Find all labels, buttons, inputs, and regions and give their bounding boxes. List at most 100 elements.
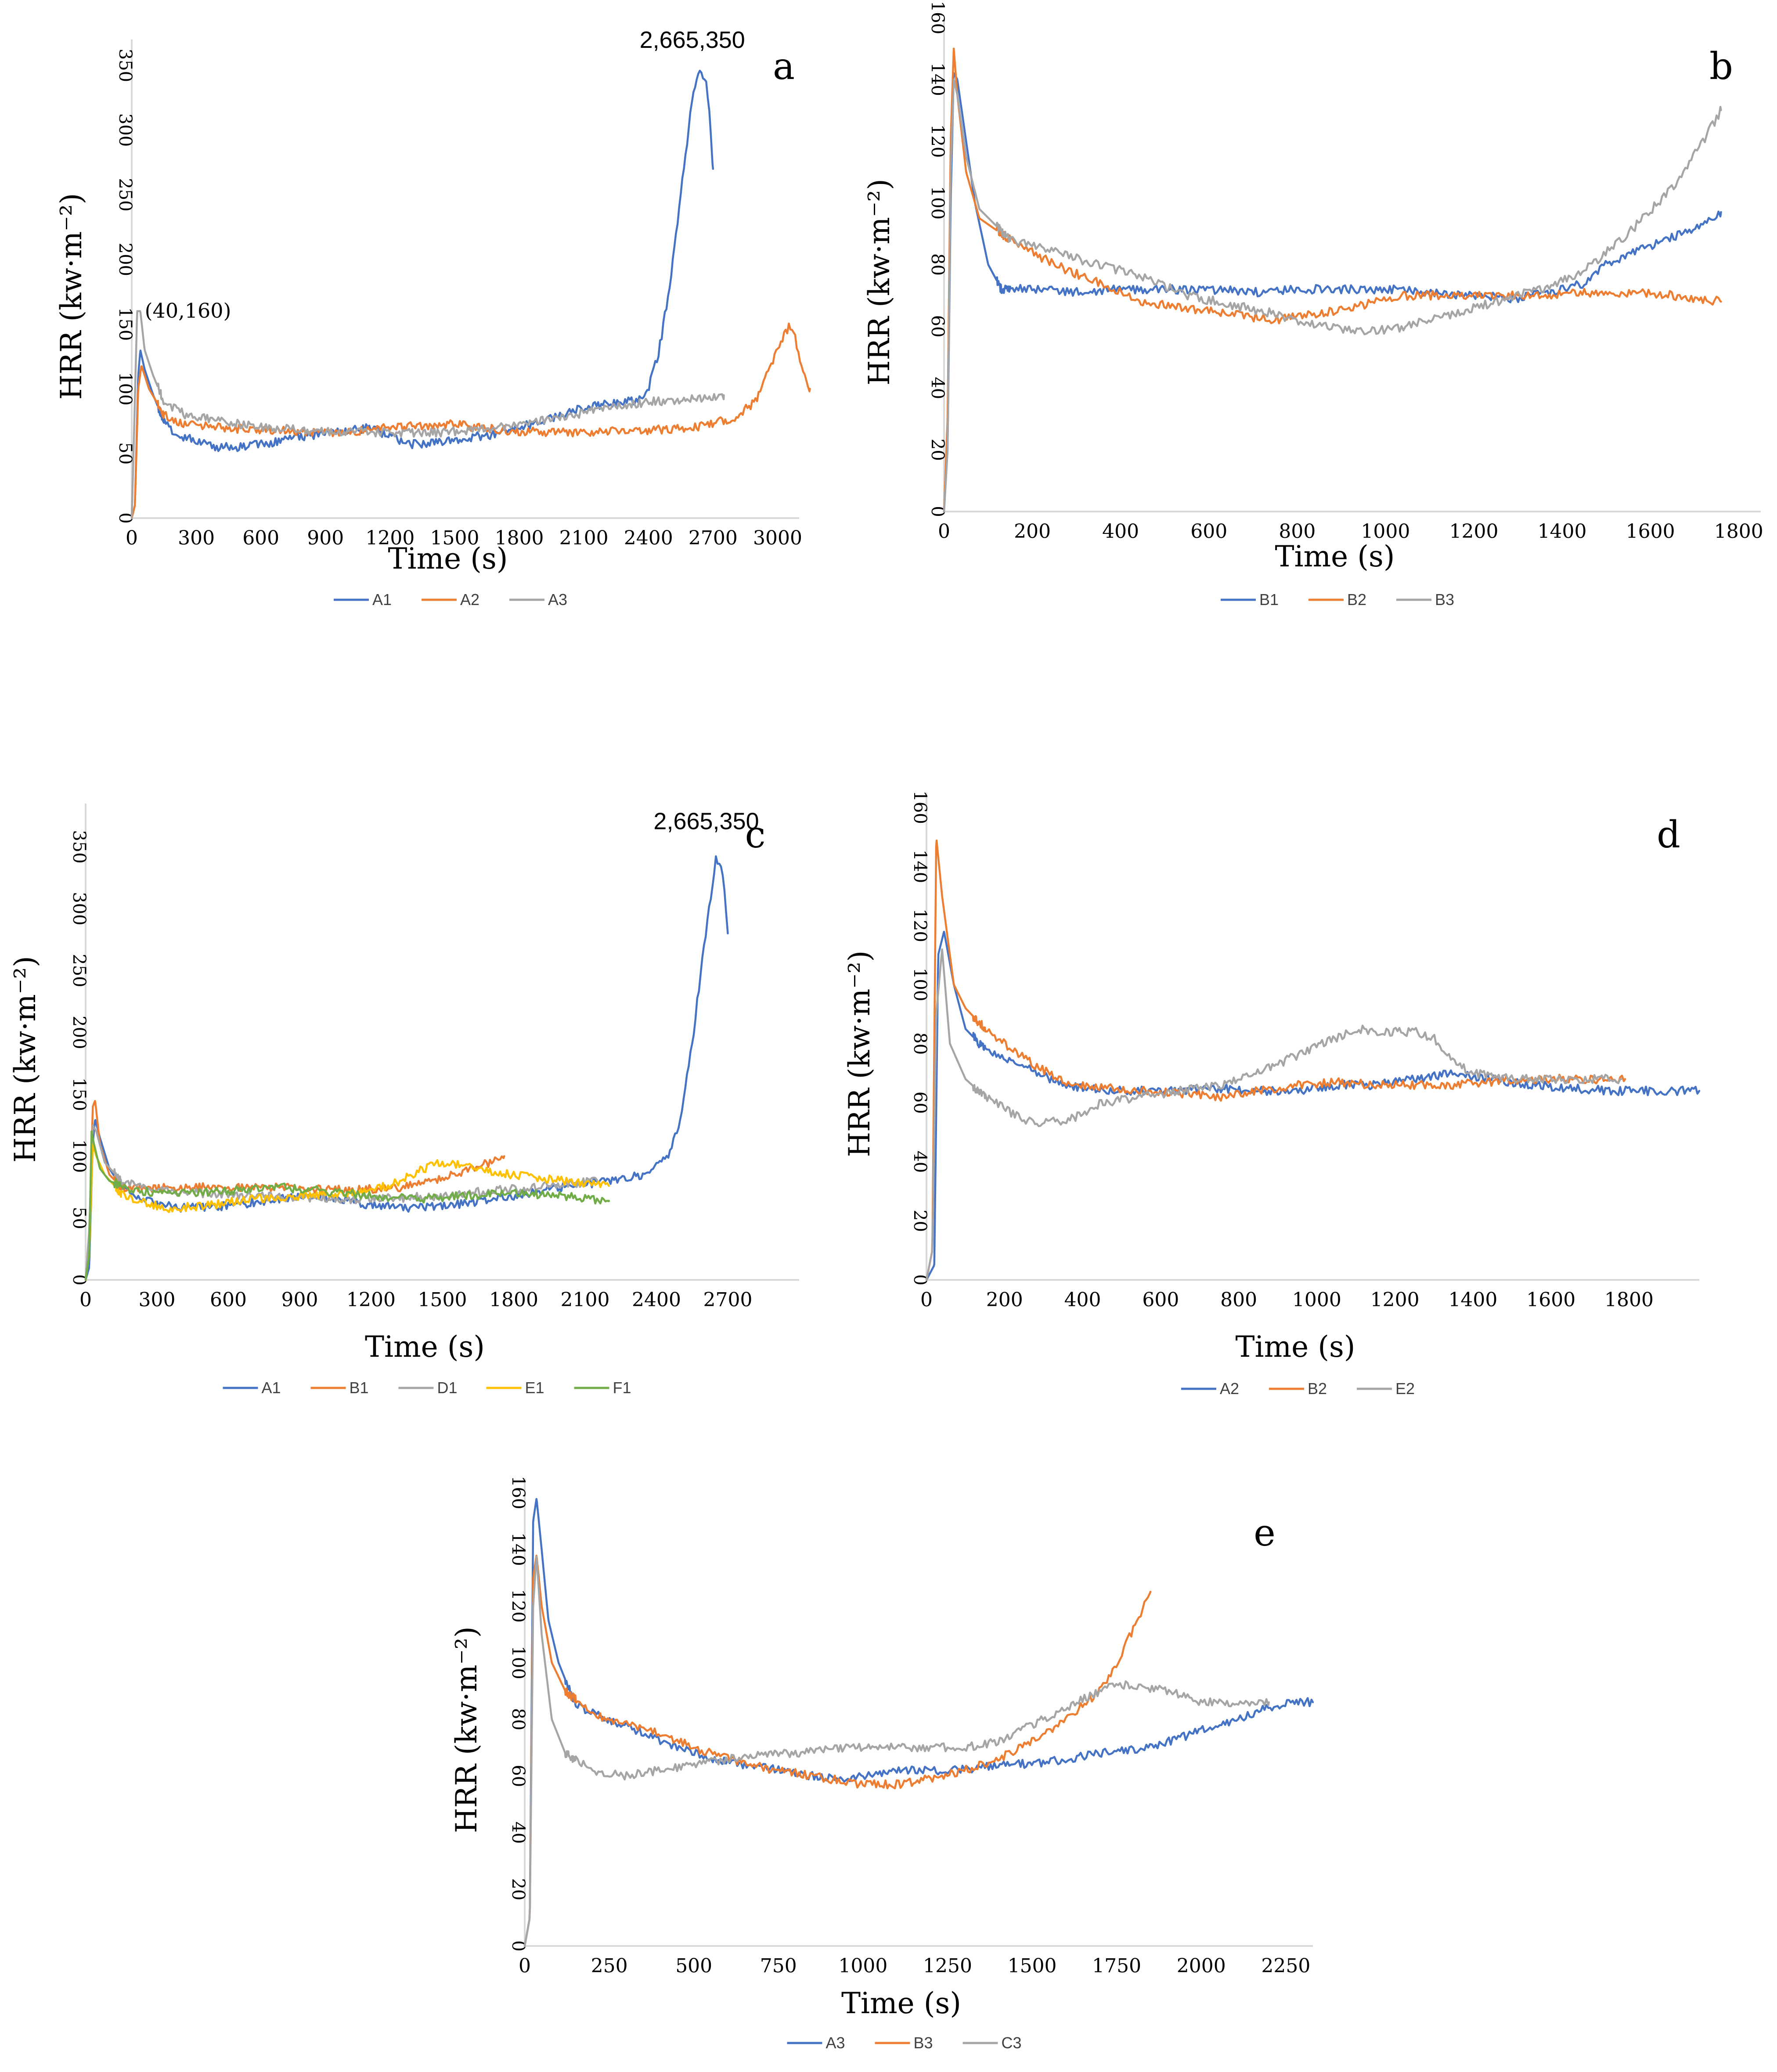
x-tick-label: 500 [675, 1955, 712, 1977]
series-line-b3 [523, 1554, 1152, 1947]
legend-item-b3: B3 [1396, 591, 1454, 609]
x-tick-label: 2400 [632, 1289, 681, 1311]
y-tick-label: 50 [115, 442, 135, 465]
x-tick-label: 1200 [1449, 520, 1498, 543]
x-tick-label: 0 [938, 520, 950, 543]
x-tick-label: 750 [760, 1955, 797, 1977]
x-tick-label: 2100 [561, 1289, 610, 1311]
legend-label: F1 [613, 1379, 631, 1397]
x-tick-label: 1500 [430, 527, 479, 549]
legend-label: C3 [1002, 2034, 1022, 2052]
y-tick-label: 100 [69, 1139, 89, 1173]
x-tick-label: 1250 [923, 1955, 972, 1977]
x-tick-label: 1500 [1008, 1955, 1057, 1977]
y-tick-label: 40 [910, 1150, 930, 1173]
x-tick-label: 3000 [753, 527, 802, 549]
chart-panel-d: 0 20 40 60 80 100 120 140 1600 200 400 600 800 1000 12… [843, 790, 1701, 1398]
x-tick-label: 800 [1279, 520, 1316, 543]
y-tick-label: 40 [927, 377, 948, 399]
y-axis-label: HRR (kw·m⁻²) [8, 956, 42, 1163]
panel-label: d [1657, 813, 1680, 856]
legend-item-c3: C3 [962, 2034, 1022, 2052]
legend-item-f1: F1 [574, 1379, 631, 1397]
series-line-a1 [130, 69, 714, 519]
y-tick-label: 200 [115, 243, 135, 276]
y-tick-label: 100 [508, 1646, 528, 1679]
legend-label: A2 [460, 591, 479, 609]
x-tick-label: 600 [1190, 520, 1227, 543]
series-line-c3 [523, 1555, 1270, 1947]
x-axis-label: Time (s) [1235, 1330, 1355, 1364]
y-axis-label: HRR (kw·m⁻²) [862, 179, 896, 386]
legend-item-a1: A1 [334, 591, 392, 609]
x-tick-label: 1000 [1292, 1289, 1341, 1311]
legend-item-b1: B1 [1221, 591, 1279, 609]
series-line-a3 [523, 1498, 1314, 1947]
legend-label: A3 [548, 591, 567, 609]
legend-item-e2: E2 [1357, 1380, 1415, 1398]
legend-item-a3: A3 [509, 591, 567, 609]
x-tick-label: 1200 [1370, 1289, 1420, 1311]
series-line-a2 [130, 322, 811, 519]
y-tick-label: 140 [910, 850, 930, 883]
y-tick-label: 350 [115, 49, 135, 82]
y-tick-label: 20 [508, 1878, 528, 1900]
x-tick-label: 1400 [1448, 1289, 1497, 1311]
y-tick-label: 350 [69, 830, 89, 863]
series-line-b2 [925, 839, 1626, 1281]
x-tick-label: 2100 [559, 527, 609, 549]
x-tick-label: 2000 [1177, 1955, 1226, 1977]
x-tick-label: 0 [519, 1955, 531, 1977]
y-tick-label: 80 [910, 1032, 930, 1055]
x-tick-label: 2250 [1261, 1955, 1310, 1977]
legend-label: A3 [826, 2034, 845, 2052]
y-axis-label: HRR (kw·m⁻²) [450, 1626, 483, 1833]
x-tick-label: 1200 [365, 527, 415, 549]
y-tick-label: 150 [115, 307, 135, 341]
legend-item-e1: E1 [486, 1379, 544, 1397]
y-axis-label: HRR (kw·m⁻²) [54, 193, 88, 400]
chart-panel-b: 0 20 40 60 80 100 120 140 1600 200 400 600 800 1000 12… [862, 1, 1763, 609]
x-tick-label: 800 [1220, 1289, 1257, 1311]
x-tick-label: 600 [242, 527, 279, 549]
y-tick-label: 250 [69, 954, 89, 987]
series-line-b1 [84, 1100, 505, 1281]
series-line-e1 [84, 1143, 610, 1281]
series-line-b2 [943, 47, 1722, 513]
x-tick-label: 900 [281, 1289, 318, 1311]
y-tick-label: 60 [927, 315, 948, 338]
x-tick-label: 1600 [1626, 520, 1675, 543]
y-tick-label: 20 [927, 439, 948, 461]
y-tick-label: 140 [927, 62, 948, 96]
x-tick-label: 400 [1064, 1289, 1101, 1311]
y-tick-label: 160 [927, 1, 948, 34]
panel-label: b [1709, 45, 1733, 88]
legend-label: A1 [372, 591, 392, 609]
y-tick-label: 80 [927, 253, 948, 276]
x-tick-label: 1500 [418, 1289, 467, 1311]
x-tick-label: 1200 [346, 1289, 396, 1311]
x-tick-label: 2700 [703, 1289, 753, 1311]
x-tick-label: 0 [79, 1289, 92, 1311]
annotation-label: 2,665,350 [640, 27, 745, 53]
y-axis-label: HRR (kw·m⁻²) [843, 951, 876, 1157]
y-tick-label: 60 [910, 1092, 930, 1114]
series-line-f1 [84, 1130, 610, 1281]
x-tick-label: 200 [986, 1289, 1023, 1311]
x-tick-label: 600 [210, 1289, 247, 1311]
y-tick-label: 100 [910, 968, 930, 1001]
y-tick-label: 140 [508, 1532, 528, 1566]
y-tick-label: 120 [508, 1589, 528, 1622]
y-tick-label: 100 [115, 372, 135, 405]
x-tick-label: 400 [1102, 520, 1139, 543]
legend-label: A2 [1220, 1380, 1239, 1398]
annotation-label: (40,160) [145, 299, 231, 323]
legend-label: B1 [350, 1379, 369, 1397]
y-tick-label: 250 [115, 178, 135, 211]
y-tick-label: 200 [69, 1016, 89, 1049]
series-line-a3 [130, 310, 725, 519]
y-tick-label: 20 [910, 1210, 930, 1232]
